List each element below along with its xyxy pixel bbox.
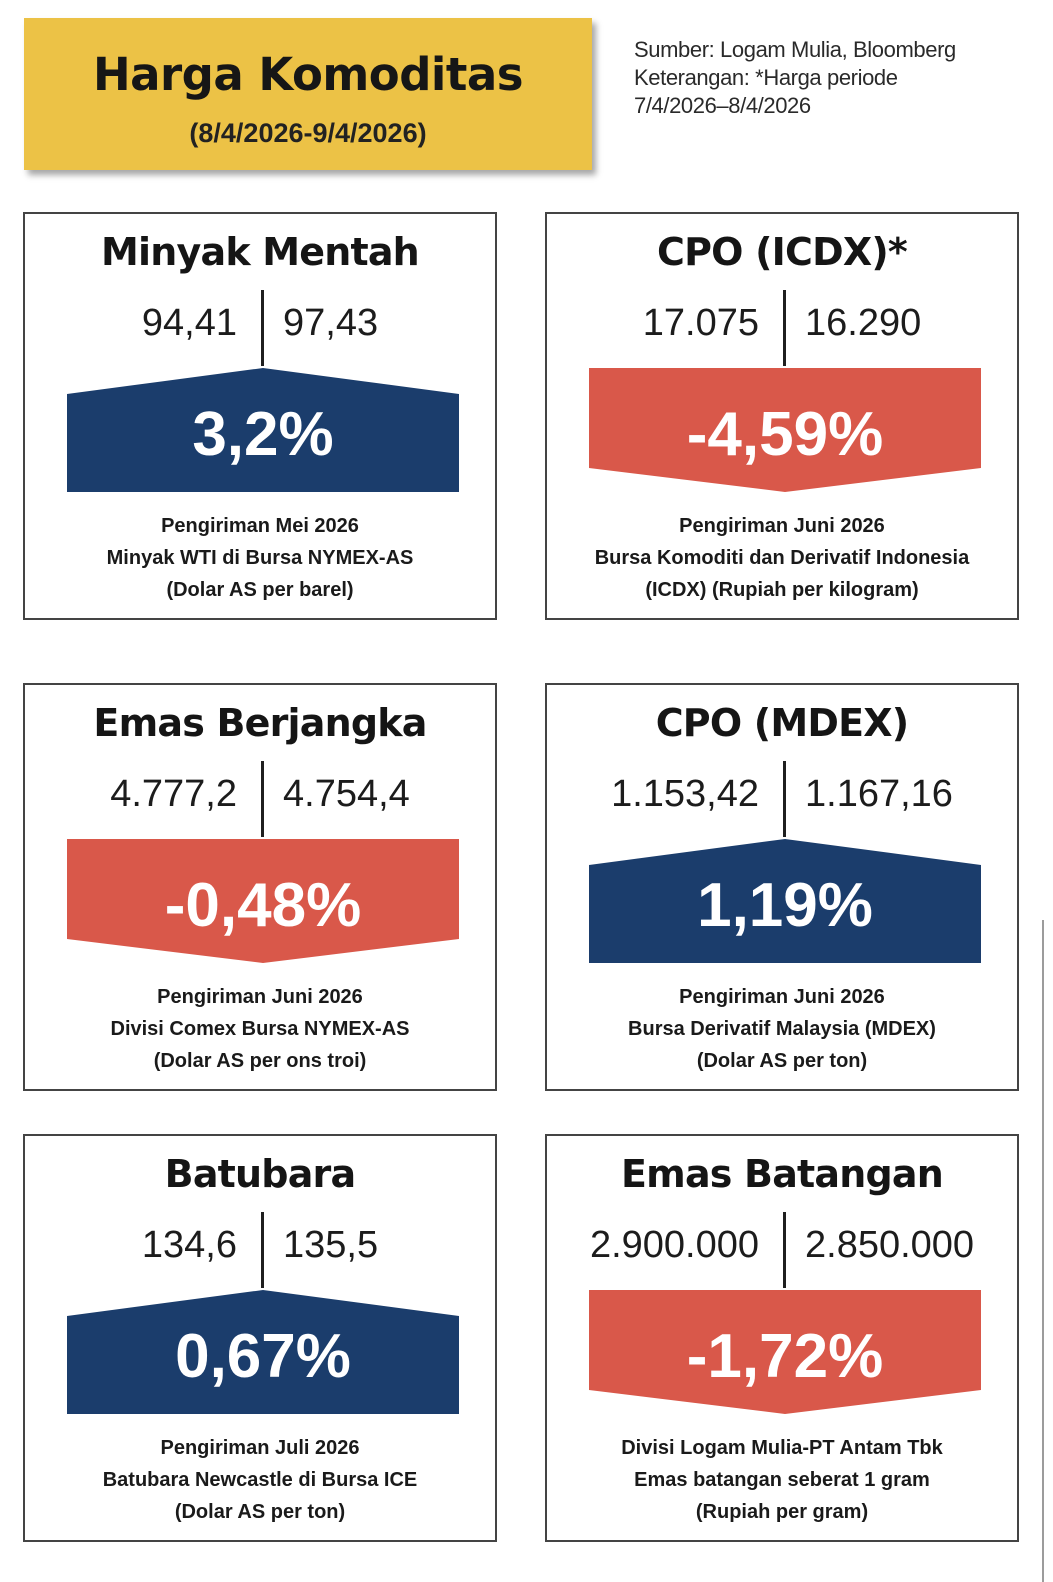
previous-price: 17.075 <box>642 302 759 344</box>
price-divider <box>783 290 786 366</box>
note-line: Batubara Newcastle di Bursa ICE <box>102 1469 418 1491</box>
card-note: Divisi Logam Mulia-PT Antam Tbk Emas bat… <box>547 1432 1017 1528</box>
card-title: Minyak Mentah <box>101 230 420 274</box>
change-up-arrow-icon <box>67 1290 459 1414</box>
note-line: (ICDX) (Rupiah per kilogram) <box>645 579 919 601</box>
change-down-arrow-icon <box>589 368 981 492</box>
commodity-card-emas-berjangka: Emas Berjangka 4.777,2 4.754,4 -0,48% Pe… <box>23 683 497 1091</box>
change-arrow-shape <box>67 368 459 492</box>
note-line: Minyak WTI di Bursa NYMEX-AS <box>106 547 414 569</box>
source-line: Sumber: Logam Mulia, Bloomberg <box>634 37 956 62</box>
remark-line: Keterangan: *Harga periode <box>634 65 898 90</box>
previous-price: 1.153,42 <box>611 773 759 815</box>
note-line: Pengiriman Mei 2026 <box>161 515 359 537</box>
note-line: (Rupiah per gram) <box>695 1501 869 1523</box>
price-divider <box>261 290 264 366</box>
card-title: CPO (ICDX)* <box>657 230 908 274</box>
note-line: (Dolar AS per ton) <box>174 1501 346 1523</box>
price-divider <box>261 1212 264 1288</box>
price-divider <box>261 761 264 837</box>
note-line: (Dolar AS per ons troi) <box>153 1050 367 1072</box>
current-price: 97,43 <box>283 302 379 344</box>
note-line: (Dolar AS per ton) <box>696 1050 868 1072</box>
change-percent: 3,2% <box>192 400 334 469</box>
card-title: CPO (MDEX) <box>655 701 909 745</box>
note-line: Pengiriman Juni 2026 <box>157 986 363 1008</box>
change-up-arrow-icon <box>67 368 459 492</box>
previous-price: 4.777,2 <box>110 773 237 815</box>
change-percent: -0,48% <box>164 871 362 940</box>
change-percent: -4,59% <box>686 400 884 469</box>
note-line: (Dolar AS per barel) <box>166 579 354 601</box>
change-down-arrow-icon <box>67 839 459 963</box>
note-line: Pengiriman Juli 2026 <box>160 1437 360 1459</box>
note-line: Emas batangan seberat 1 gram <box>634 1469 930 1491</box>
change-percent: 1,19% <box>697 871 873 940</box>
card-note: Pengiriman Mei 2026 Minyak WTI di Bursa … <box>25 510 495 606</box>
current-price: 4.754,4 <box>283 773 410 815</box>
card-note: Pengiriman Juni 2026 Bursa Derivatif Mal… <box>547 981 1017 1077</box>
card-note: Pengiriman Juni 2026 Bursa Komoditi dan … <box>547 510 1017 606</box>
change-arrow-shape <box>589 1290 981 1414</box>
remark-period-line: 7/4/2026–8/4/2026 <box>634 93 811 118</box>
change-percent: 0,67% <box>175 1322 351 1391</box>
previous-price: 2.900.000 <box>589 1224 759 1266</box>
change-arrow-shape <box>589 839 981 963</box>
note-line: Divisi Logam Mulia-PT Antam Tbk <box>621 1437 943 1459</box>
change-up-arrow-icon <box>589 839 981 963</box>
previous-price: 94,41 <box>141 302 237 344</box>
card-title: Emas Batangan <box>620 1152 944 1196</box>
note-line: Pengiriman Juni 2026 <box>679 515 885 537</box>
current-price: 16.290 <box>805 302 922 344</box>
page-edge-line <box>1042 920 1044 1582</box>
source-note: Sumber: Logam Mulia, Bloomberg Keteranga… <box>634 36 1044 120</box>
change-arrow-shape <box>589 368 981 492</box>
card-note: Pengiriman Juli 2026 Batubara Newcastle … <box>25 1432 495 1528</box>
commodity-card-cpo-icdx: CPO (ICDX)* 17.075 16.290 -4,59% Pengiri… <box>545 212 1019 620</box>
current-price: 135,5 <box>283 1224 379 1266</box>
change-arrow-shape <box>67 839 459 963</box>
price-divider <box>783 761 786 837</box>
page-title: Harga Komoditas <box>92 48 524 101</box>
current-price: 2.850.000 <box>805 1224 975 1266</box>
current-price: 1.167,16 <box>805 773 953 815</box>
card-title: Emas Berjangka <box>93 701 427 745</box>
previous-price: 134,6 <box>141 1224 237 1266</box>
commodity-card-emas-batangan: Emas Batangan 2.900.000 2.850.000 -1,72%… <box>545 1134 1019 1542</box>
period-subtitle: (8/4/2026-9/4/2026) <box>189 118 427 148</box>
header-box: Harga Komoditas (8/4/2026-9/4/2026) <box>24 18 592 170</box>
card-note: Pengiriman Juni 2026 Divisi Comex Bursa … <box>25 981 495 1077</box>
change-percent: -1,72% <box>686 1322 884 1391</box>
note-line: Bursa Derivatif Malaysia (MDEX) <box>628 1018 936 1040</box>
change-down-arrow-icon <box>589 1290 981 1414</box>
price-divider <box>783 1212 786 1288</box>
commodity-card-cpo-mdex: CPO (MDEX) 1.153,42 1.167,16 1,19% Pengi… <box>545 683 1019 1091</box>
card-title: Batubara <box>164 1152 356 1196</box>
commodity-card-batubara: Batubara 134,6 135,5 0,67% Pengiriman Ju… <box>23 1134 497 1542</box>
note-line: Divisi Comex Bursa NYMEX-AS <box>110 1018 410 1040</box>
note-line: Pengiriman Juni 2026 <box>679 986 885 1008</box>
change-arrow-shape <box>67 1290 459 1414</box>
commodity-card-minyak-mentah: Minyak Mentah 94,41 97,43 3,2% Pengirima… <box>23 212 497 620</box>
note-line: Bursa Komoditi dan Derivatif Indonesia <box>594 547 970 569</box>
